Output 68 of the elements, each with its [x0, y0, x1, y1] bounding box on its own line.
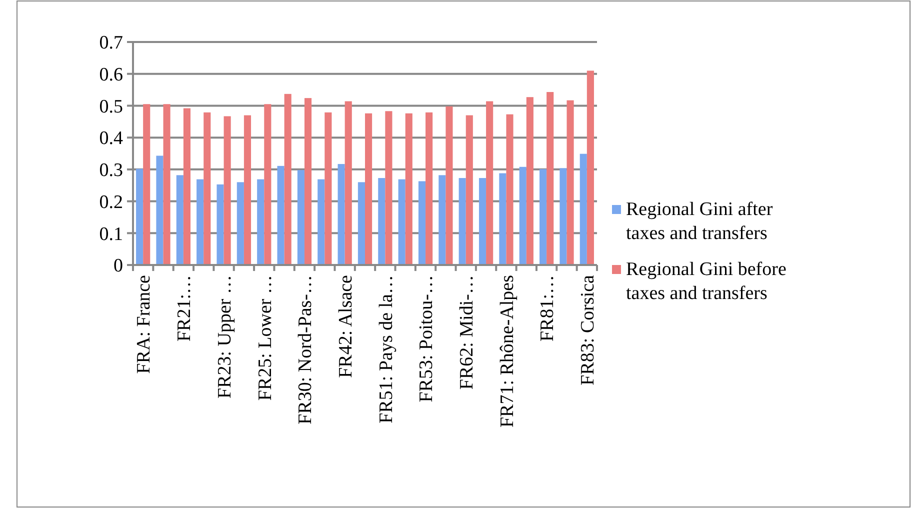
bar	[446, 106, 453, 265]
x-tick-label: FR71: Rhône-Alpes	[496, 275, 518, 428]
x-tick-label: FR25: Lower …	[254, 275, 276, 401]
bar	[183, 108, 190, 265]
bar	[519, 166, 526, 265]
bar	[478, 178, 486, 265]
bar	[344, 101, 352, 265]
legend-label: Regional Gini after taxes and transfers	[626, 199, 774, 244]
bar	[284, 94, 292, 265]
bar	[438, 175, 446, 265]
bar	[318, 179, 325, 265]
bar	[324, 112, 332, 265]
x-tick-label: FR21:…	[174, 275, 196, 342]
bar	[176, 175, 184, 265]
bar	[566, 100, 574, 265]
bar	[365, 113, 372, 265]
bar	[458, 178, 466, 265]
y-tick-label: 0.1	[99, 224, 123, 245]
bar	[136, 168, 144, 265]
x-tick-label: FR23: Upper …	[214, 275, 236, 398]
bar	[586, 70, 594, 265]
x-tick-label: FR53: Poitou-…	[416, 275, 438, 402]
x-tick-label: FR83: Corsica	[578, 274, 599, 386]
y-tick-label: 0.4	[99, 128, 124, 150]
bar	[338, 164, 345, 265]
bar	[143, 104, 150, 265]
legend-label: Regional Gini before taxes and transfers	[626, 259, 786, 304]
bar	[277, 166, 284, 265]
bar	[236, 182, 244, 265]
y-tick-label: 0.6	[99, 64, 123, 86]
bar	[506, 114, 514, 265]
bar	[398, 179, 406, 265]
bar	[580, 154, 587, 265]
bar	[244, 115, 252, 265]
bar	[540, 169, 547, 265]
bar	[418, 181, 426, 265]
bar	[486, 101, 494, 265]
bar	[378, 178, 386, 265]
bar	[297, 170, 304, 265]
bar	[204, 112, 211, 265]
bar	[216, 184, 224, 265]
x-tick-label: FR30: Nord-Pas-…	[295, 275, 316, 424]
y-tick-label: 0.2	[99, 192, 123, 213]
bar	[560, 168, 567, 265]
bar	[224, 116, 231, 265]
x-tick-label: FR42: Alsace	[335, 275, 356, 378]
y-tick-label: 0.7	[99, 32, 123, 54]
bar	[163, 104, 170, 265]
bar	[499, 173, 506, 265]
x-tick-label: FRA: France	[134, 275, 155, 374]
bar	[546, 92, 554, 265]
bar	[385, 111, 392, 265]
bar	[358, 182, 365, 265]
bar	[466, 115, 473, 265]
bar	[526, 97, 534, 265]
bar	[196, 179, 204, 265]
bar	[156, 156, 164, 265]
y-tick-label: 0	[114, 256, 123, 277]
bar	[264, 104, 272, 265]
y-tick-label: 0.5	[99, 96, 123, 118]
bar	[426, 112, 433, 265]
x-tick-label: FR62: Midi-…	[456, 275, 478, 390]
x-tick-label: FR81:…	[537, 275, 558, 342]
bar	[257, 179, 264, 265]
bar	[304, 98, 312, 265]
y-tick-label: 0.3	[99, 160, 123, 182]
bar	[405, 113, 412, 265]
x-tick-label: FR51: Pays de la…	[376, 275, 397, 424]
